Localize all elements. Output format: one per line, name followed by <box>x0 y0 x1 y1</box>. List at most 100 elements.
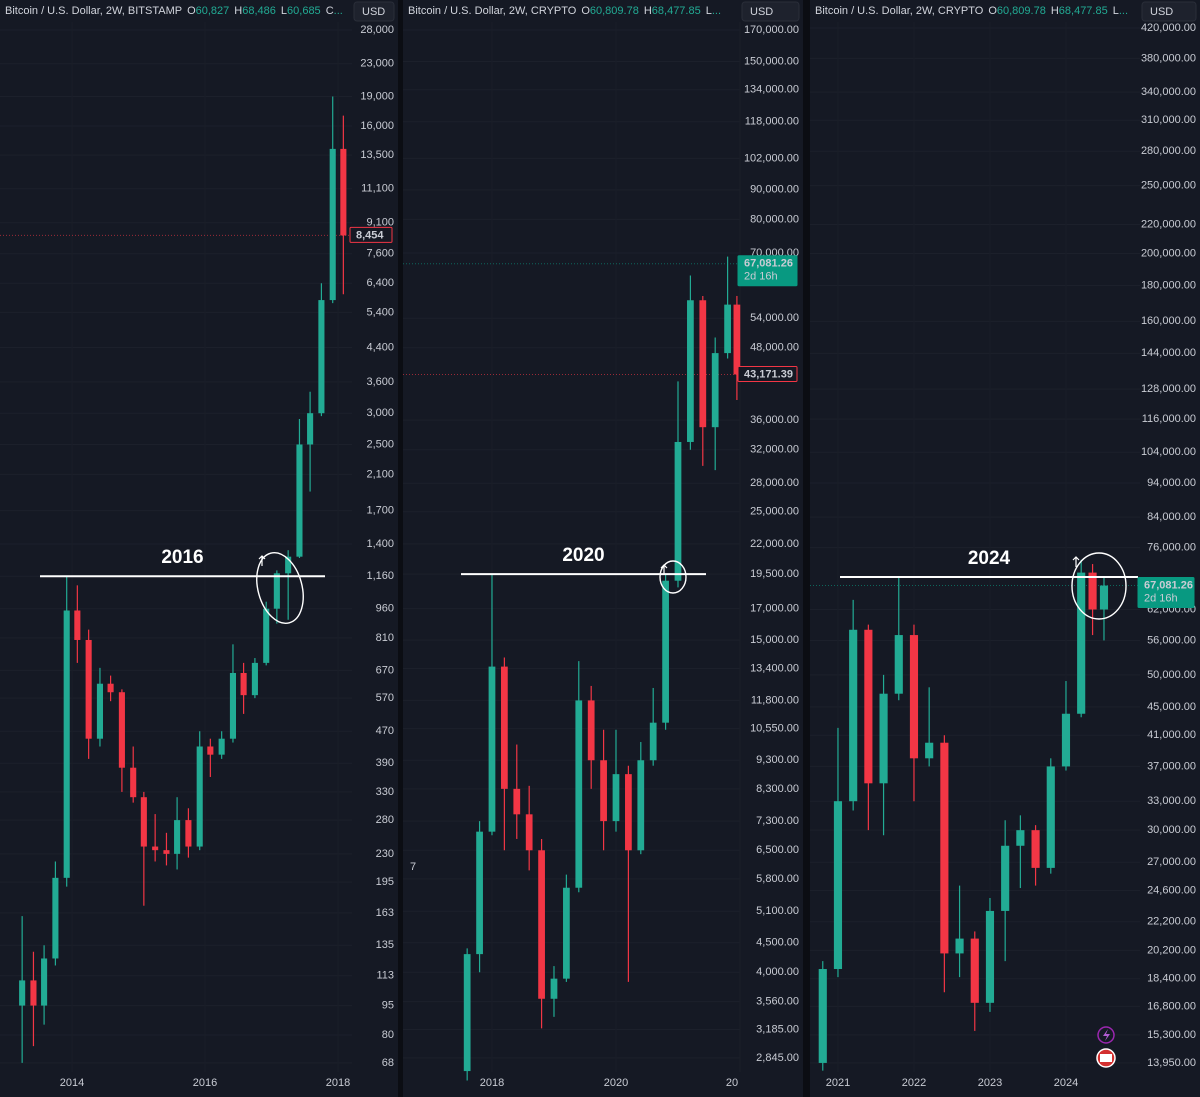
hand-drawn-arrow <box>660 564 668 575</box>
price-label-box <box>1137 577 1195 609</box>
candle-body <box>612 774 620 822</box>
candle-body <box>174 820 181 854</box>
candle-body <box>85 639 92 739</box>
y-tick-label: 11,800.00 <box>751 694 799 706</box>
y-tick-label: 95 <box>382 999 394 1011</box>
currency: USD <box>750 6 773 18</box>
ohlc-key: O <box>187 5 196 17</box>
y-tick-label: 16,000 <box>360 120 394 132</box>
candle-body <box>1046 766 1055 868</box>
x-tick-label: 2020 <box>604 1077 628 1089</box>
y-tick-label: 24,600.00 <box>1147 884 1196 896</box>
candle-body <box>625 774 632 851</box>
y-tick-label: 25,000.00 <box>750 506 799 518</box>
y-tick-label: 5,400 <box>366 306 394 318</box>
stray-text: 7 <box>410 861 416 873</box>
candle-body <box>818 969 827 1063</box>
ohlc-key: L <box>281 5 287 17</box>
y-tick-label: 113 <box>376 970 394 982</box>
candle-body <box>63 610 70 878</box>
candle-body <box>985 910 995 1003</box>
candle-body <box>550 978 558 999</box>
x-tick-label: 2021 <box>826 1077 850 1089</box>
x-tick-label: 2024 <box>1054 1077 1078 1089</box>
candle-body <box>955 938 964 954</box>
candle-body <box>218 738 225 755</box>
ohlc-key: L <box>706 5 712 17</box>
candle-body <box>699 300 707 428</box>
y-tick-label: 80,000.00 <box>750 213 799 225</box>
y-tick-label: 13,950.00 <box>1147 1057 1196 1069</box>
y-tick-label: 15,000.00 <box>750 634 799 646</box>
chart-panel: 170,000.00 150,000.00 134,000.00 118,000.00… <box>403 0 803 1097</box>
y-tick-label: 28,000 <box>360 24 394 36</box>
x-tick-label: 2022 <box>902 1077 926 1089</box>
panel-background <box>403 0 803 1097</box>
candle-body <box>674 441 682 581</box>
hand-drawn-arrow <box>258 555 266 566</box>
candle-body <box>196 746 203 847</box>
chart-panel: 420,000.00 380,000.00 340,000.00 310,000.00… <box>810 0 1200 1097</box>
currency-box <box>353 1 395 22</box>
candle-body <box>41 958 48 1006</box>
y-tick-label: 23,000 <box>360 58 394 70</box>
candle-body <box>538 850 545 999</box>
icon-flag-inner <box>1100 1054 1112 1062</box>
y-tick-label: 2,100 <box>366 468 394 480</box>
y-tick-label: 33,000.00 <box>1147 795 1196 807</box>
candle-body <box>1016 830 1025 846</box>
ohlc-key: C <box>326 5 334 17</box>
candle-body <box>488 666 496 832</box>
candle-body <box>849 629 858 802</box>
candle-body <box>662 580 669 723</box>
x-tick-label: 2016 <box>193 1077 217 1089</box>
y-tick-label: 380,000.00 <box>1141 52 1196 64</box>
candle-body <box>130 767 137 798</box>
candle-body <box>152 846 159 851</box>
y-tick-label: 1,160 <box>366 570 394 582</box>
y-tick-label: 84,000.00 <box>1147 511 1196 523</box>
candle-body <box>1099 585 1109 610</box>
y-tick-label: 195 <box>376 876 394 888</box>
candle-body <box>600 760 607 822</box>
x-tick-label: 2018 <box>480 1077 504 1089</box>
chart-title: Bitcoin / U.S. Dollar, 2W, CRYPTO <box>815 5 984 17</box>
y-tick-label: 230 <box>376 848 394 860</box>
ohlc-key: O <box>988 5 997 17</box>
y-tick-label: 570 <box>376 692 394 704</box>
candle-body <box>563 887 570 979</box>
candle-body <box>263 608 270 663</box>
y-tick-label: 9,300.00 <box>756 754 799 766</box>
level-label: 2024 <box>968 548 1011 569</box>
header-bar <box>0 0 398 22</box>
y-tick-label: 134,000.00 <box>744 84 799 96</box>
candle-body <box>251 662 258 696</box>
candle-body <box>970 938 979 1003</box>
y-tick-label: 1,700 <box>366 505 394 517</box>
y-tick-label: 90,000.00 <box>750 184 799 196</box>
candle-body <box>285 556 292 574</box>
candle-body <box>296 444 303 557</box>
price-label: 67,081.26 <box>1144 579 1193 591</box>
header-bar <box>403 0 803 22</box>
y-tick-label: 3,000 <box>366 407 394 419</box>
ohlc-key: L <box>1113 5 1119 17</box>
y-tick-label: 4,000.00 <box>756 966 799 978</box>
y-tick-label: 810 <box>376 632 394 644</box>
y-tick-label: 3,185.00 <box>756 1023 799 1035</box>
y-tick-label: 3,560.00 <box>756 995 799 1007</box>
y-tick-label: 15,300.00 <box>1147 1029 1196 1041</box>
candle-body <box>879 693 888 784</box>
y-tick-label: 13,400.00 <box>750 662 799 674</box>
candle-body <box>240 672 247 696</box>
y-tick-label: 2,500 <box>366 438 394 450</box>
ohlc-value: 68,477.85 <box>1059 5 1108 17</box>
y-tick-label: 48,000.00 <box>750 342 799 354</box>
y-tick-label: 37,000.00 <box>1147 760 1196 772</box>
candle-body <box>925 742 934 759</box>
y-tick-label: 94,000.00 <box>1147 477 1196 489</box>
y-tick-label: 1,400 <box>366 538 394 550</box>
currency: USD <box>1150 6 1173 18</box>
y-tick-label: 670 <box>376 664 394 676</box>
